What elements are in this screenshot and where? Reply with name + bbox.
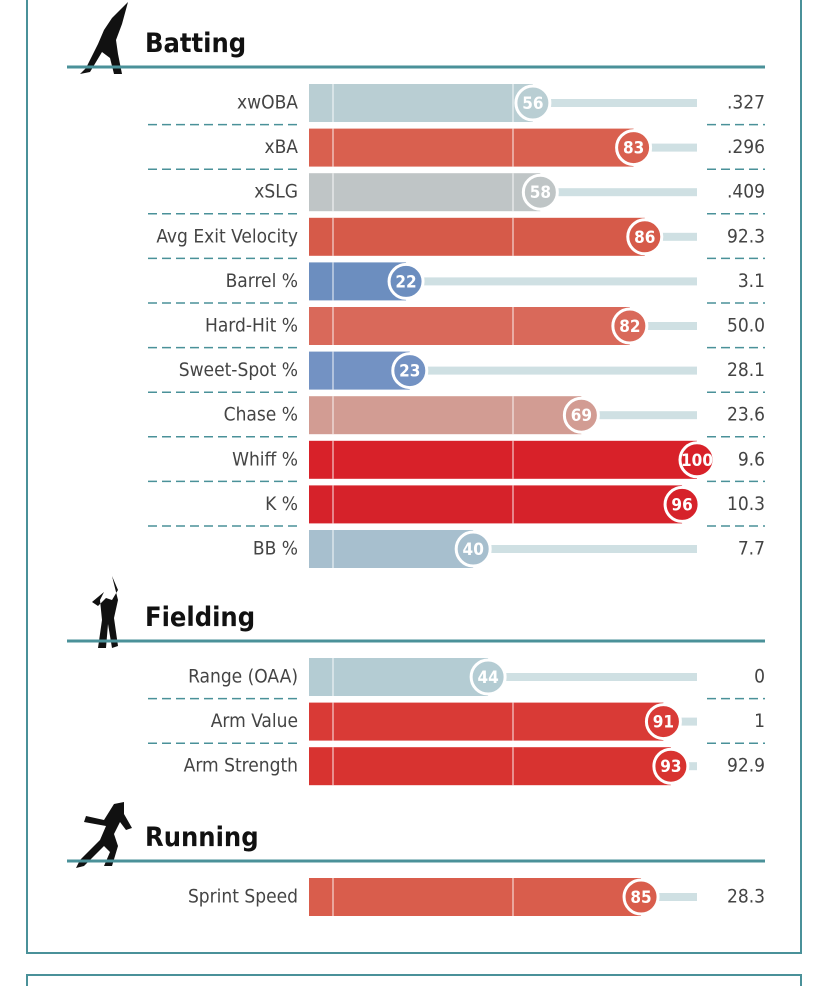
percentile-badge: [652, 747, 690, 785]
metric-value: 28.1: [727, 359, 765, 381]
percentile-badge: [469, 658, 507, 696]
metric-value: 10.3: [727, 493, 765, 515]
track: [406, 277, 697, 286]
percentile-text: 85: [630, 888, 651, 908]
fielding-icon: [92, 576, 118, 648]
percentile-text: 100: [681, 451, 713, 471]
metric-value: 9.6: [738, 448, 765, 470]
metric-label: BB %: [253, 538, 298, 560]
percentile-bar: [309, 658, 489, 696]
percentile-text: 82: [619, 317, 640, 337]
percentile-badge: [644, 703, 682, 741]
metric-label: xBA: [264, 136, 298, 158]
metric-value: 3.1: [738, 270, 765, 292]
batting-icon: [80, 2, 128, 74]
percentile-text: 56: [522, 94, 543, 114]
metric-value: .296: [727, 136, 765, 158]
percentile-badge: [521, 173, 559, 211]
percentile-text: 91: [653, 713, 674, 733]
percentile-text: 69: [571, 406, 592, 426]
running-icon: [76, 802, 132, 868]
percentile-text: 23: [399, 362, 420, 382]
percentile-text: 96: [671, 495, 692, 515]
metric-value: 7.7: [738, 538, 765, 560]
percentile-badge: [391, 352, 429, 390]
section-title: Batting: [145, 28, 246, 59]
metric-value: 0: [754, 666, 765, 688]
section-title: Fielding: [145, 602, 255, 633]
percentile-badge: [678, 441, 716, 479]
percentile-text: 58: [530, 183, 551, 203]
metric-value: 28.3: [727, 886, 765, 908]
metric-label: xSLG: [254, 181, 298, 203]
percentile-bar: [309, 485, 683, 524]
percentile-bar: [309, 747, 671, 786]
percentile-text: 22: [395, 272, 416, 292]
metric-value: 92.3: [727, 225, 765, 247]
metric-label: xwOBA: [237, 92, 298, 114]
track: [581, 411, 697, 420]
percentile-badge: [615, 129, 653, 167]
percentile-bar: [309, 84, 533, 122]
percentile-bar: [309, 702, 664, 741]
track: [409, 366, 697, 375]
metric-label: Hard-Hit %: [205, 315, 298, 337]
metric-label: K %: [265, 493, 298, 515]
metric-label: Arm Value: [211, 710, 298, 732]
percentile-badge: [562, 396, 600, 434]
percentile-badge: [622, 878, 660, 916]
percentile-bar: [309, 530, 474, 568]
percentile-text: 40: [463, 540, 484, 560]
percentile-text: 86: [634, 228, 655, 248]
percentile-bar: [309, 217, 645, 256]
track: [641, 893, 697, 901]
section-title: Running: [145, 822, 259, 853]
track: [488, 673, 697, 681]
track: [633, 143, 697, 152]
card-border: [26, 0, 802, 954]
metric-value: 92.9: [727, 755, 765, 777]
percentile-bar: [309, 878, 642, 916]
next-card-border: [26, 974, 802, 986]
percentile-bar: [309, 396, 582, 435]
percentile-badge: [514, 84, 552, 122]
metric-label: Barrel %: [226, 270, 298, 292]
metric-label: Sweet-Spot %: [179, 359, 298, 381]
percentile-bar: [309, 440, 697, 479]
track: [473, 545, 697, 553]
metric-value: .327: [727, 92, 765, 114]
percentile-badge: [611, 307, 649, 345]
track: [540, 188, 697, 197]
metric-label: Avg Exit Velocity: [156, 225, 298, 247]
percentile-bar: [309, 128, 634, 167]
metric-value: 1: [754, 710, 765, 732]
percentile-badge: [663, 485, 701, 523]
percentile-bar: [309, 307, 630, 345]
metric-label: Sprint Speed: [188, 886, 298, 908]
metric-value: 50.0: [727, 315, 765, 337]
metric-label: Arm Strength: [184, 755, 298, 777]
track: [532, 99, 697, 107]
percentile-badge: [626, 218, 664, 256]
percentile-bar: [309, 173, 541, 212]
track: [644, 232, 697, 241]
metric-value: 23.6: [727, 404, 765, 426]
metric-label: Whiff %: [232, 448, 298, 470]
metric-value: .409: [727, 181, 765, 203]
metric-label: Range (OAA): [188, 666, 298, 688]
track: [629, 322, 697, 330]
percentile-text: 44: [477, 668, 498, 688]
metric-label: Chase %: [224, 404, 298, 426]
percentile-text: 93: [660, 757, 681, 777]
percentile-text: 83: [623, 139, 644, 159]
percentile-badge: [387, 262, 425, 300]
percentile-badge: [454, 530, 492, 568]
